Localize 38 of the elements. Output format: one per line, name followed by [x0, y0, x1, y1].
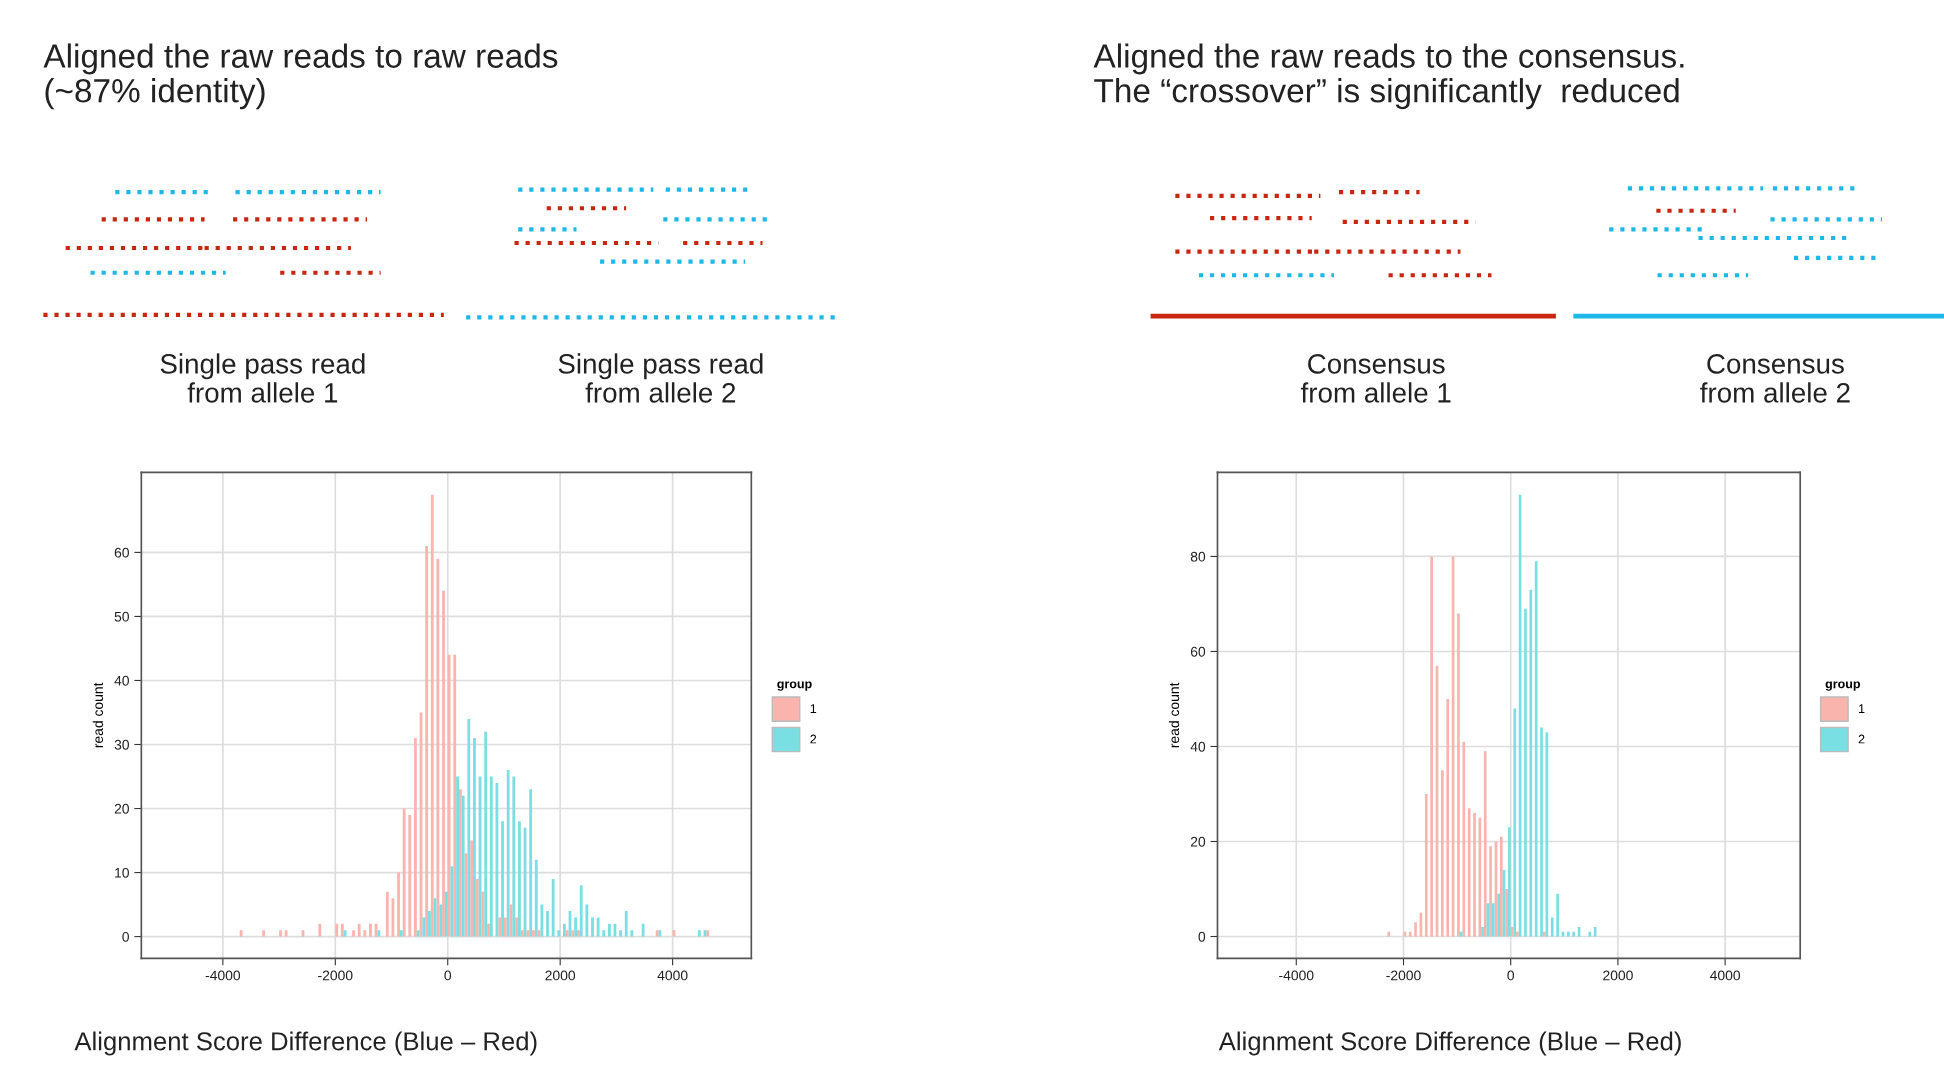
x-tick-label: 4000: [1710, 970, 1741, 981]
y-tick-label: 30: [114, 739, 129, 750]
chart-title: Aligned the raw reads to the consensus. The “crossover” is significantly reduced: [1093, 43, 1684, 110]
y-tick-label: 80: [1190, 551, 1206, 562]
x-tick-label: 2000: [1603, 970, 1633, 981]
x-tick-label: -4000: [1279, 970, 1314, 981]
x-tick-label: 2000: [545, 970, 576, 981]
chart-title: Aligned the raw reads to raw reads (~87% identity): [43, 43, 558, 110]
text: Consensus from allele 2: [1700, 354, 1850, 403]
x-tick-label: -2000: [318, 970, 353, 981]
y-tick-label: 60: [114, 547, 129, 558]
x-tick-label: -4000: [205, 970, 241, 981]
y-axis-title: read count: [92, 682, 104, 748]
legend-title: group: [777, 681, 812, 691]
text: Single pass read from allele 2: [558, 353, 763, 403]
legend-label: 2: [810, 734, 817, 744]
x-tick-label: 0: [444, 970, 452, 981]
y-tick-label: 40: [1190, 741, 1206, 752]
x-tick-label: 0: [1507, 970, 1515, 981]
y-tick-label: 20: [114, 803, 129, 814]
y-tick-label: 40: [114, 675, 129, 686]
x-axis-title: Alignment Score Difference (Blue – Red): [74, 1031, 537, 1056]
y-tick-label: 0: [122, 931, 129, 942]
y-tick-label: 0: [1198, 931, 1206, 942]
legend-label: 1: [810, 704, 817, 713]
legend-label: 2: [1858, 734, 1865, 744]
y-tick-label: 10: [115, 867, 129, 878]
x-axis-title: Alignment Score Difference (Blue – Red): [1218, 1031, 1681, 1056]
text: Consensus from allele 1: [1300, 354, 1451, 403]
x-tick-label: -2000: [1386, 970, 1421, 981]
legend-title: group: [1825, 681, 1861, 691]
legend-label: 1: [1859, 704, 1865, 713]
y-tick-label: 50: [114, 611, 129, 622]
x-tick-label: 4000: [657, 970, 688, 981]
y-axis-title: read count: [1168, 682, 1180, 748]
y-tick-label: 60: [1190, 646, 1206, 657]
y-tick-label: 20: [1190, 836, 1206, 847]
text: Single pass read from allele 1: [160, 353, 365, 403]
